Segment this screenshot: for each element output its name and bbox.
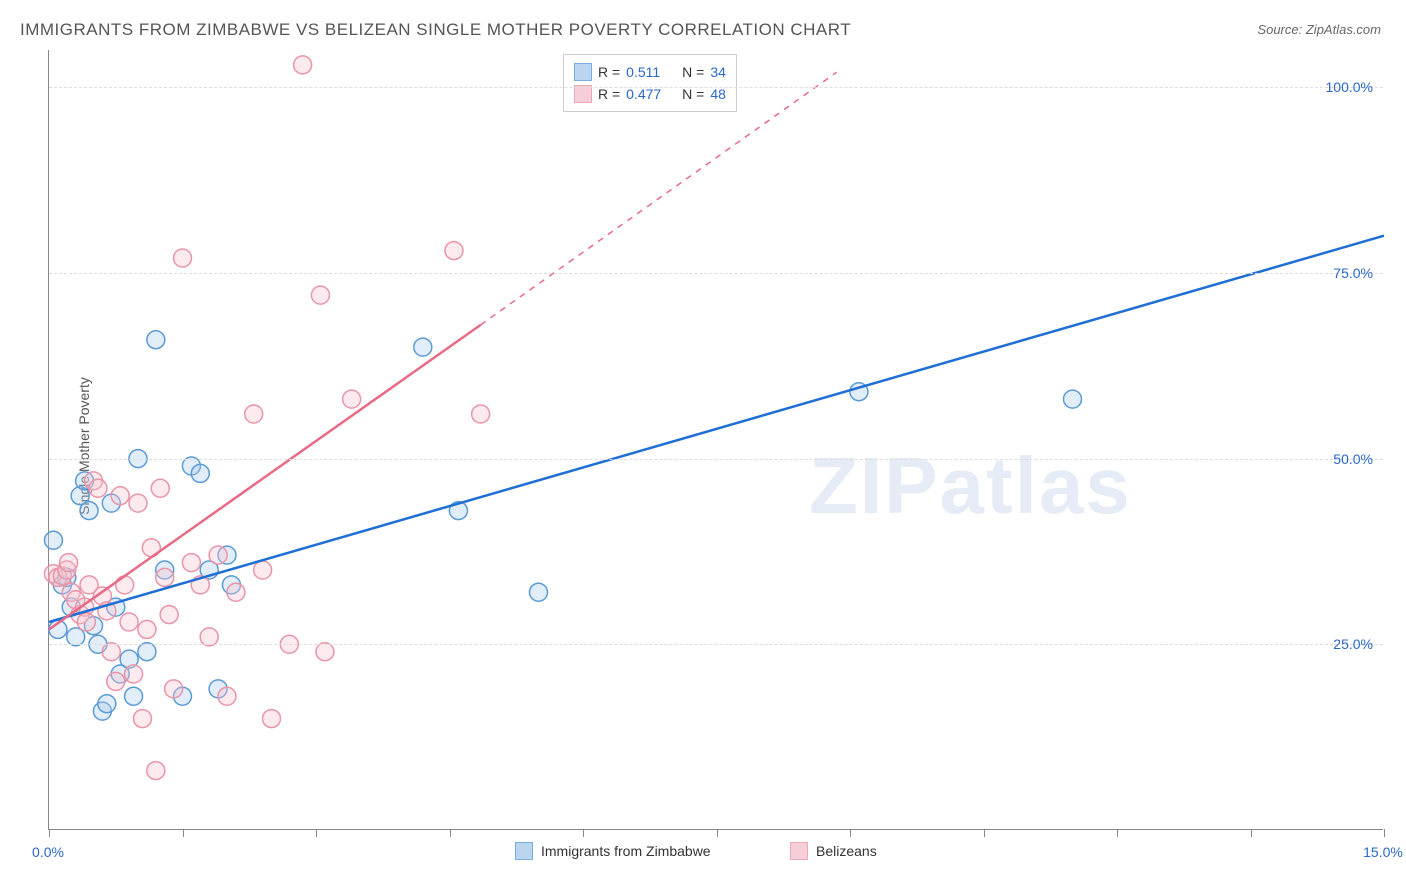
- data-point: [80, 502, 98, 520]
- data-point: [530, 583, 548, 601]
- legend-swatch: [790, 842, 808, 860]
- xtick-label: 15.0%: [1363, 844, 1403, 860]
- xtick: [850, 829, 851, 837]
- series-name: Immigrants from Zimbabwe: [541, 843, 711, 859]
- ytick-label: 50.0%: [1333, 451, 1373, 467]
- data-point: [98, 695, 116, 713]
- xtick: [717, 829, 718, 837]
- series-name: Belizeans: [816, 843, 877, 859]
- data-point: [125, 665, 143, 683]
- legend-r-label: R =: [598, 61, 620, 83]
- data-point: [316, 643, 334, 661]
- data-point: [445, 242, 463, 260]
- xtick: [1117, 829, 1118, 837]
- xtick: [1251, 829, 1252, 837]
- data-point: [147, 762, 165, 780]
- legend-swatch: [574, 63, 592, 81]
- data-point: [343, 390, 361, 408]
- correlation-legend: R =0.511N =34R =0.477N =48: [563, 54, 737, 112]
- data-point: [156, 568, 174, 586]
- data-point: [263, 710, 281, 728]
- xtick: [984, 829, 985, 837]
- data-point: [138, 620, 156, 638]
- data-point: [120, 613, 138, 631]
- series-legend-zimbabwe: Immigrants from Zimbabwe: [515, 842, 711, 860]
- data-point: [165, 680, 183, 698]
- data-point: [129, 494, 147, 512]
- data-point: [209, 546, 227, 564]
- chart-container: IMMIGRANTS FROM ZIMBABWE VS BELIZEAN SIN…: [0, 0, 1406, 892]
- data-point: [414, 338, 432, 356]
- data-point: [102, 643, 120, 661]
- source-value: ZipAtlas.com: [1306, 22, 1381, 37]
- chart-svg: [49, 50, 1383, 829]
- data-point: [254, 561, 272, 579]
- data-point: [472, 405, 490, 423]
- data-point: [133, 710, 151, 728]
- data-point: [160, 606, 178, 624]
- xtick: [183, 829, 184, 837]
- gridline: [49, 87, 1383, 88]
- data-point: [218, 687, 236, 705]
- data-point: [116, 576, 134, 594]
- gridline: [49, 459, 1383, 460]
- legend-n-label: N =: [682, 61, 704, 83]
- xtick: [450, 829, 451, 837]
- xtick: [1384, 829, 1385, 837]
- data-point: [107, 672, 125, 690]
- ytick-label: 75.0%: [1333, 265, 1373, 281]
- legend-r-value: 0.511: [626, 61, 676, 83]
- series-legend-belizeans: Belizeans: [790, 842, 877, 860]
- data-point: [89, 479, 107, 497]
- xtick-label: 0.0%: [32, 844, 64, 860]
- data-point: [182, 554, 200, 572]
- ytick-label: 100.0%: [1326, 79, 1373, 95]
- ytick-label: 25.0%: [1333, 636, 1373, 652]
- gridline: [49, 644, 1383, 645]
- data-point: [311, 286, 329, 304]
- xtick: [316, 829, 317, 837]
- data-point: [111, 487, 129, 505]
- data-point: [77, 613, 95, 631]
- data-point: [151, 479, 169, 497]
- data-point: [294, 56, 312, 74]
- chart-title: IMMIGRANTS FROM ZIMBABWE VS BELIZEAN SIN…: [20, 20, 851, 40]
- legend-n-value: 34: [710, 61, 726, 83]
- data-point: [200, 628, 218, 646]
- data-point: [147, 331, 165, 349]
- data-point: [227, 583, 245, 601]
- plot-area: ZIPatlas R =0.511N =34R =0.477N =48 25.0…: [48, 50, 1383, 830]
- data-point: [245, 405, 263, 423]
- source-attribution: Source: ZipAtlas.com: [1257, 22, 1381, 37]
- legend-swatch: [515, 842, 533, 860]
- data-point: [1064, 390, 1082, 408]
- data-point: [174, 249, 192, 267]
- data-point: [60, 554, 78, 572]
- source-label: Source:: [1257, 22, 1302, 37]
- trend-line: [49, 325, 481, 630]
- gridline: [49, 273, 1383, 274]
- data-point: [191, 464, 209, 482]
- data-point: [44, 531, 62, 549]
- data-point: [125, 687, 143, 705]
- xtick: [49, 829, 50, 837]
- data-point: [138, 643, 156, 661]
- legend-row: R = 0.511 N = 34: [574, 61, 726, 83]
- trend-line: [49, 236, 1384, 622]
- xtick: [583, 829, 584, 837]
